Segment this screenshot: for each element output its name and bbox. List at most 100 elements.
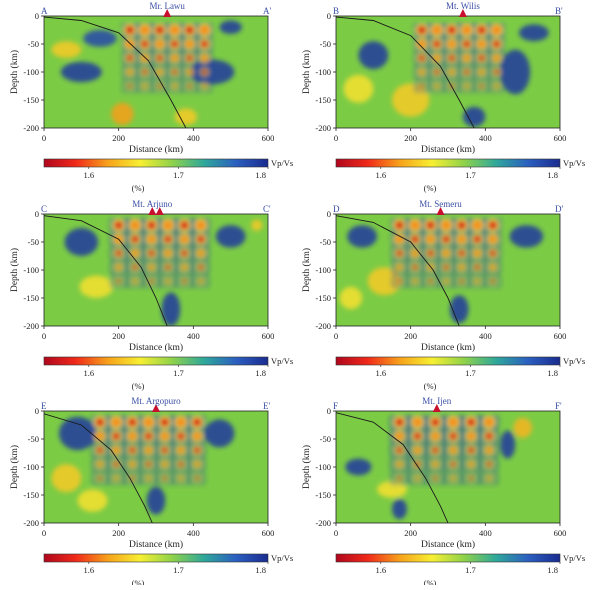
checker-core	[180, 249, 189, 257]
anomaly-blob	[343, 74, 374, 103]
checker-core	[156, 83, 163, 89]
checker-core	[434, 83, 440, 89]
y-tick-label: -50	[320, 434, 331, 444]
y-tick-label: -100	[23, 265, 39, 275]
colorbar-tick-label: 1.6	[83, 368, 94, 378]
y-axis-label: Depth (km)	[301, 248, 312, 292]
checker-core	[155, 39, 164, 49]
checker-core	[441, 235, 451, 244]
y-tick-label: 0	[35, 209, 39, 219]
checker-core	[441, 220, 451, 230]
velocity-anomalies	[339, 218, 544, 324]
checker-core	[112, 460, 120, 468]
x-axis-label: Distance (km)	[421, 144, 475, 155]
profile-start-label: D	[333, 204, 340, 214]
colorbar-tick-label: 1.6	[83, 565, 94, 575]
volcano-label: Mt. Ijen	[422, 396, 451, 406]
anomaly-blob	[161, 292, 181, 326]
checker-core	[477, 54, 486, 62]
checker-core	[177, 446, 185, 454]
checker-core	[394, 220, 405, 230]
checker-core	[177, 460, 185, 468]
volcano-icon	[152, 404, 160, 412]
checker-core	[140, 25, 150, 35]
y-tick-label: -200	[23, 518, 39, 528]
checker-core	[176, 417, 186, 427]
profile-end-label: B'	[555, 6, 563, 16]
checker-core	[413, 432, 422, 441]
colorbar-tick-label: 1.6	[375, 368, 386, 378]
colorbar-tick-label: 1.7	[465, 368, 476, 378]
checker-core	[448, 54, 456, 62]
anomaly-blob	[518, 24, 549, 42]
checker-core	[426, 235, 435, 244]
colorbar-tick-label: 1.7	[173, 368, 184, 378]
colorbar-label: Vp/Vs	[563, 158, 585, 168]
x-tick-label: 200	[404, 133, 417, 143]
checker-core	[131, 263, 139, 271]
anomaly-blob	[345, 458, 372, 476]
colorbar-tick-label: 1.8	[547, 170, 558, 180]
checker-core	[448, 417, 458, 427]
anomaly-blob	[358, 41, 389, 70]
y-tick-label: -50	[28, 237, 39, 247]
volcano-label: Mt. Arjuno	[132, 199, 173, 209]
checker-core	[147, 235, 156, 244]
checker-core	[114, 249, 123, 257]
checker-core	[442, 263, 450, 271]
anomaly-blob	[219, 20, 242, 34]
checker-core	[410, 220, 420, 230]
checker-core	[411, 263, 419, 271]
x-axis-label: Distance (km)	[421, 342, 475, 353]
checker-core	[463, 83, 470, 89]
checker-core	[115, 278, 122, 285]
checker-core	[112, 446, 120, 454]
x-tick-label: 400	[187, 331, 200, 341]
checker-core	[164, 249, 172, 257]
x-tick-label: 400	[479, 331, 492, 341]
checker-core	[396, 278, 403, 285]
checker-core	[412, 278, 418, 285]
checker-core	[130, 220, 140, 230]
y-axis-label: Depth (km)	[9, 248, 20, 292]
checker-core	[478, 68, 485, 76]
checker-core	[95, 417, 105, 427]
anomaly-blob	[500, 430, 516, 459]
checker-core	[96, 446, 104, 454]
checker-core	[426, 249, 435, 257]
checker-core	[417, 39, 427, 49]
colorbar	[43, 553, 269, 563]
checker-core	[127, 83, 133, 89]
checker-core	[185, 25, 195, 35]
checker-core	[462, 54, 471, 62]
checker-core	[145, 475, 152, 482]
checker-core	[443, 278, 449, 285]
anomaly-blob	[251, 219, 263, 231]
x-tick-label: 400	[187, 528, 200, 538]
checker-core	[433, 68, 441, 76]
colorbar	[43, 356, 269, 366]
checker-core	[145, 460, 152, 468]
checker-core	[425, 220, 436, 230]
checker-core	[442, 249, 450, 257]
y-tick-label: -200	[23, 321, 39, 331]
checker-core	[396, 263, 403, 271]
checker-core	[141, 68, 149, 76]
slab-line	[336, 215, 460, 326]
velocity-anomalies	[343, 23, 549, 127]
checker-core	[414, 475, 421, 482]
checker-core	[178, 475, 184, 482]
volcano-label: Mt. Argopuro	[131, 396, 181, 406]
colorbar-tick-label: 1.7	[465, 170, 476, 180]
y-tick-label: -100	[315, 462, 331, 472]
checker-core	[146, 220, 157, 230]
colorbar-label: Vp/Vs	[271, 356, 293, 366]
checker-core	[114, 220, 124, 230]
checker-core	[431, 432, 440, 441]
y-tick-label: 0	[35, 11, 39, 21]
colorbar-unit: (%)	[132, 381, 145, 391]
checker-core	[413, 446, 422, 454]
checker-core	[147, 249, 156, 257]
checker-core	[474, 278, 481, 285]
